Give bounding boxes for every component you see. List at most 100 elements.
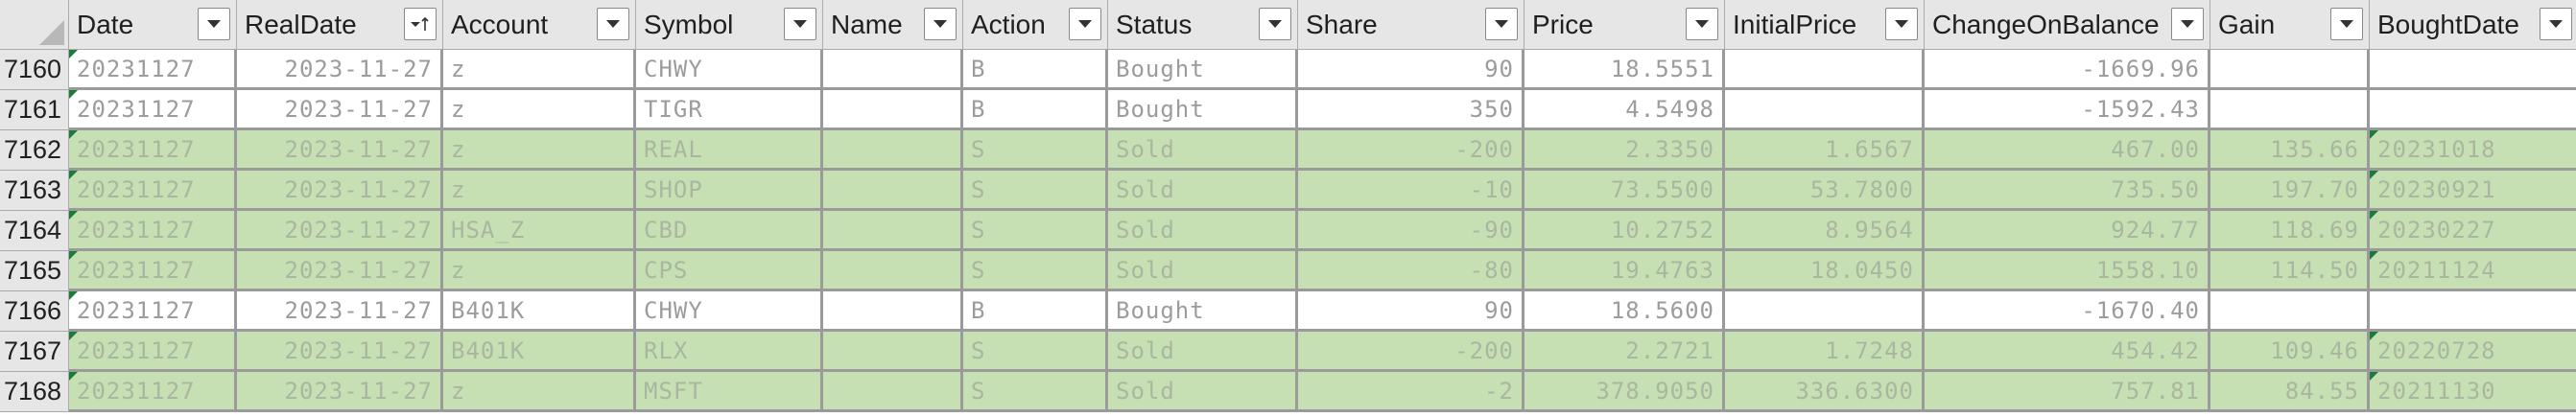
cell-date[interactable]: 20231127: [69, 291, 237, 332]
cell-price[interactable]: 19.4763: [1524, 251, 1725, 291]
cell-symbol[interactable]: MSFT: [636, 372, 823, 412]
cell-realdate[interactable]: 2023-11-27: [237, 211, 443, 251]
column-header-name[interactable]: Name: [823, 0, 963, 50]
row-number[interactable]: 7162: [0, 130, 69, 171]
cell-symbol[interactable]: CHWY: [636, 50, 823, 90]
cell-action[interactable]: S: [963, 130, 1108, 171]
cell-gain[interactable]: [2210, 291, 2370, 332]
cell-share[interactable]: -200: [1298, 130, 1524, 171]
cell-boughtdate[interactable]: 20220728: [2370, 332, 2576, 372]
cell-price[interactable]: 18.5551: [1524, 50, 1725, 90]
filter-dropdown-button[interactable]: [1259, 8, 1291, 40]
cell-date[interactable]: 20231127: [69, 372, 237, 412]
cell-changeonbalance[interactable]: 1558.10: [1925, 251, 2210, 291]
filter-dropdown-button[interactable]: [2171, 8, 2204, 40]
cell-date[interactable]: 20231127: [69, 332, 237, 372]
cell-initialprice[interactable]: 336.6300: [1725, 372, 1925, 412]
cell-realdate[interactable]: 2023-11-27: [237, 291, 443, 332]
column-header-price[interactable]: Price: [1524, 0, 1725, 50]
cell-share[interactable]: -200: [1298, 332, 1524, 372]
cell-boughtdate[interactable]: 20230227: [2370, 211, 2576, 251]
row-number[interactable]: 7160: [0, 50, 69, 90]
cell-initialprice[interactable]: [1725, 90, 1925, 130]
cell-symbol[interactable]: SHOP: [636, 171, 823, 211]
column-header-initialprice[interactable]: InitialPrice: [1725, 0, 1925, 50]
cell-date[interactable]: 20231127: [69, 130, 237, 171]
cell-symbol[interactable]: CHWY: [636, 291, 823, 332]
column-header-share[interactable]: Share: [1298, 0, 1524, 50]
cell-boughtdate[interactable]: 20230921: [2370, 171, 2576, 211]
cell-name[interactable]: [823, 50, 963, 90]
filter-dropdown-button[interactable]: [784, 8, 816, 40]
cell-changeonbalance[interactable]: 454.42: [1925, 332, 2210, 372]
cell-realdate[interactable]: 2023-11-27: [237, 130, 443, 171]
cell-action[interactable]: B: [963, 291, 1108, 332]
cell-account[interactable]: z: [443, 171, 636, 211]
column-header-action[interactable]: Action: [963, 0, 1108, 50]
cell-price[interactable]: 2.2721: [1524, 332, 1725, 372]
cell-gain[interactable]: 84.55: [2210, 372, 2370, 412]
filter-dropdown-button[interactable]: [198, 8, 230, 40]
cell-name[interactable]: [823, 332, 963, 372]
cell-account[interactable]: B401K: [443, 291, 636, 332]
cell-status[interactable]: Sold: [1108, 211, 1298, 251]
cell-changeonbalance[interactable]: 735.50: [1925, 171, 2210, 211]
cell-action[interactable]: S: [963, 332, 1108, 372]
cell-name[interactable]: [823, 211, 963, 251]
cell-account[interactable]: z: [443, 251, 636, 291]
cell-gain[interactable]: 114.50: [2210, 251, 2370, 291]
filter-dropdown-button[interactable]: [1485, 8, 1518, 40]
cell-boughtdate[interactable]: 20211124: [2370, 251, 2576, 291]
cell-price[interactable]: 2.3350: [1524, 130, 1725, 171]
row-number[interactable]: 7163: [0, 171, 69, 211]
cell-status[interactable]: Sold: [1108, 332, 1298, 372]
column-header-date[interactable]: Date: [69, 0, 237, 50]
cell-changeonbalance[interactable]: 924.77: [1925, 211, 2210, 251]
row-number[interactable]: 7164: [0, 211, 69, 251]
column-header-realdate[interactable]: RealDate: [237, 0, 443, 50]
cell-account[interactable]: z: [443, 90, 636, 130]
cell-share[interactable]: -2: [1298, 372, 1524, 412]
column-header-status[interactable]: Status: [1108, 0, 1298, 50]
cell-date[interactable]: 20231127: [69, 211, 237, 251]
cell-name[interactable]: [823, 372, 963, 412]
cell-boughtdate[interactable]: [2370, 90, 2576, 130]
row-number[interactable]: 7168: [0, 372, 69, 412]
column-header-gain[interactable]: Gain: [2210, 0, 2370, 50]
cell-initialprice[interactable]: 18.0450: [1725, 251, 1925, 291]
cell-symbol[interactable]: CPS: [636, 251, 823, 291]
filter-dropdown-button[interactable]: [597, 8, 629, 40]
cell-initialprice[interactable]: 1.6567: [1725, 130, 1925, 171]
cell-account[interactable]: z: [443, 50, 636, 90]
column-header-symbol[interactable]: Symbol: [636, 0, 823, 50]
cell-boughtdate[interactable]: [2370, 291, 2576, 332]
cell-action[interactable]: S: [963, 251, 1108, 291]
cell-symbol[interactable]: REAL: [636, 130, 823, 171]
cell-initialprice[interactable]: 8.9564: [1725, 211, 1925, 251]
cell-gain[interactable]: 109.46: [2210, 332, 2370, 372]
cell-account[interactable]: z: [443, 130, 636, 171]
cell-gain[interactable]: 118.69: [2210, 211, 2370, 251]
cell-share[interactable]: -80: [1298, 251, 1524, 291]
cell-changeonbalance[interactable]: 467.00: [1925, 130, 2210, 171]
row-number[interactable]: 7165: [0, 251, 69, 291]
cell-price[interactable]: 10.2752: [1524, 211, 1725, 251]
cell-price[interactable]: 4.5498: [1524, 90, 1725, 130]
cell-changeonbalance[interactable]: 757.81: [1925, 372, 2210, 412]
cell-initialprice[interactable]: [1725, 291, 1925, 332]
filter-dropdown-button[interactable]: [1885, 8, 1918, 40]
column-header-account[interactable]: Account: [443, 0, 636, 50]
cell-name[interactable]: [823, 130, 963, 171]
cell-price[interactable]: 73.5500: [1524, 171, 1725, 211]
row-number[interactable]: 7166: [0, 291, 69, 332]
cell-initialprice[interactable]: [1725, 50, 1925, 90]
select-all-corner[interactable]: [0, 0, 69, 50]
cell-realdate[interactable]: 2023-11-27: [237, 90, 443, 130]
filter-dropdown-button[interactable]: [2330, 8, 2363, 40]
cell-name[interactable]: [823, 171, 963, 211]
cell-action[interactable]: S: [963, 211, 1108, 251]
cell-gain[interactable]: [2210, 90, 2370, 130]
cell-action[interactable]: B: [963, 50, 1108, 90]
cell-initialprice[interactable]: 53.7800: [1725, 171, 1925, 211]
cell-changeonbalance[interactable]: -1670.40: [1925, 291, 2210, 332]
